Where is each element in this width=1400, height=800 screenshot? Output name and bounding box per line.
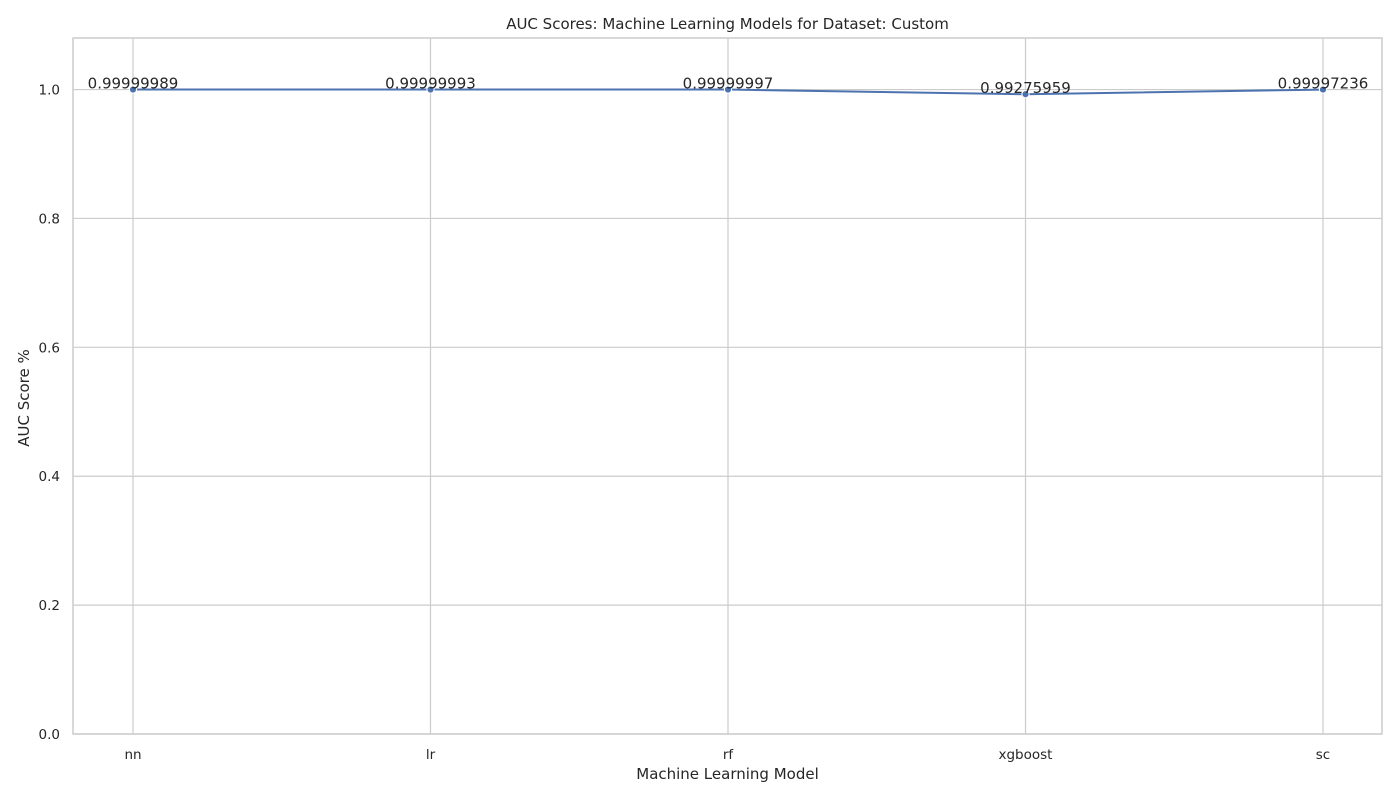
data-point bbox=[426, 85, 435, 94]
y-tick-label: 0.8 bbox=[39, 211, 60, 227]
data-point bbox=[128, 85, 138, 94]
chart-title: AUC Scores: Machine Learning Models for … bbox=[506, 15, 949, 33]
data-point bbox=[1021, 90, 1030, 99]
x-tick-label: lr bbox=[426, 747, 436, 763]
data-label: 0.99999989 bbox=[88, 75, 179, 93]
y-tick-label: 0.0 bbox=[39, 727, 60, 743]
data-label: 0.99997236 bbox=[1278, 75, 1369, 93]
data-label: 0.99275959 bbox=[980, 79, 1071, 97]
x-tick-label: sc bbox=[1316, 747, 1330, 763]
data-label: 0.99999997 bbox=[683, 75, 774, 93]
data-labels-layer: 0.99999989 0.99999993 0.99999997 0.99275959… bbox=[88, 75, 1369, 98]
y-tick-label: 1.0 bbox=[39, 83, 60, 99]
series-layer bbox=[128, 85, 1328, 99]
data-point bbox=[1318, 85, 1328, 94]
y-tick-label: 0.4 bbox=[39, 469, 60, 485]
x-tick-label: xgboost bbox=[999, 747, 1053, 763]
data-label: 0.99999993 bbox=[385, 75, 476, 93]
y-tick-label: 0.6 bbox=[39, 340, 60, 356]
plot-spines bbox=[72, 37, 1383, 735]
x-tick-label: nn bbox=[124, 747, 141, 763]
x-tick-label: rf bbox=[723, 747, 735, 763]
data-point bbox=[723, 85, 733, 94]
x-axis-label: Machine Learning Model bbox=[636, 765, 818, 783]
ticks-layer: 0.0 0.2 0.4 0.6 0.8 1.0 nn lr rf xgboost sc bbox=[39, 83, 1331, 763]
y-axis-label: AUC Score % bbox=[15, 349, 33, 447]
y-tick-label: 0.2 bbox=[39, 598, 60, 614]
plot-frame bbox=[72, 37, 1383, 735]
